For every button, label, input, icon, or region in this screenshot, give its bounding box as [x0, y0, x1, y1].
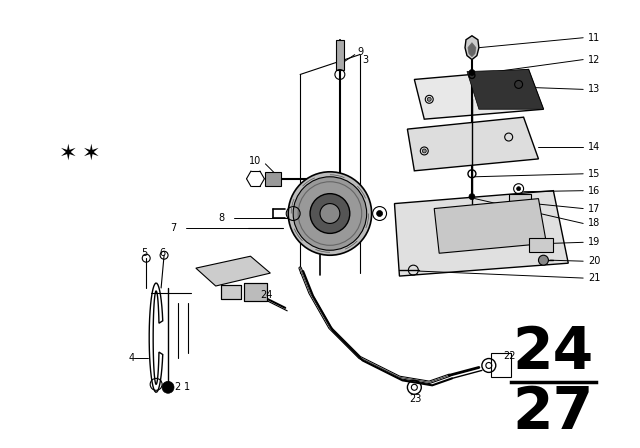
Bar [244, 283, 268, 301]
Text: 19: 19 [588, 237, 600, 247]
Text: 3: 3 [164, 382, 170, 392]
Circle shape [162, 381, 174, 393]
Bar [266, 172, 281, 186]
Text: 23: 23 [410, 394, 422, 404]
Polygon shape [394, 191, 568, 276]
Text: 24: 24 [513, 324, 594, 381]
Text: 7: 7 [170, 224, 176, 233]
Circle shape [288, 172, 372, 255]
Circle shape [538, 255, 548, 265]
Bar [221, 285, 241, 299]
Text: 1: 1 [184, 382, 190, 392]
Text: 3: 3 [363, 55, 369, 65]
Text: 13: 13 [588, 84, 600, 95]
Text: 10: 10 [248, 156, 260, 166]
Polygon shape [434, 198, 547, 253]
Circle shape [516, 187, 520, 191]
Text: 5: 5 [141, 248, 147, 258]
Circle shape [310, 194, 350, 233]
Circle shape [293, 177, 367, 250]
Circle shape [428, 97, 431, 101]
Text: 18: 18 [588, 219, 600, 228]
Circle shape [320, 203, 340, 224]
Bar [244, 283, 268, 301]
Bar [509, 194, 531, 206]
Text: 20: 20 [588, 256, 600, 266]
Polygon shape [467, 69, 543, 109]
Text: ✶: ✶ [83, 144, 101, 164]
Polygon shape [414, 69, 543, 119]
Circle shape [469, 194, 475, 200]
Text: 15: 15 [588, 169, 600, 179]
Text: 24: 24 [260, 290, 273, 300]
Text: 27: 27 [513, 383, 594, 441]
Bar [336, 40, 344, 69]
Text: 17: 17 [588, 203, 600, 214]
Circle shape [469, 69, 475, 75]
Text: 16: 16 [588, 185, 600, 196]
Text: 14: 14 [588, 142, 600, 152]
Text: 9: 9 [358, 47, 364, 56]
Text: 21: 21 [588, 273, 600, 283]
Bar [491, 353, 511, 377]
Text: ✶: ✶ [60, 144, 78, 164]
Text: 2: 2 [174, 382, 180, 392]
Polygon shape [468, 43, 476, 56]
Bar [529, 238, 554, 252]
Text: 22: 22 [504, 350, 516, 361]
Bar [221, 285, 241, 299]
Polygon shape [465, 36, 479, 60]
Text: 8: 8 [219, 214, 225, 224]
Circle shape [422, 149, 426, 153]
Polygon shape [408, 117, 538, 171]
Text: 12: 12 [588, 55, 600, 65]
Circle shape [376, 211, 383, 216]
Text: 6: 6 [159, 248, 165, 258]
Text: 11: 11 [588, 33, 600, 43]
Text: 4: 4 [129, 353, 134, 362]
Polygon shape [196, 256, 270, 286]
